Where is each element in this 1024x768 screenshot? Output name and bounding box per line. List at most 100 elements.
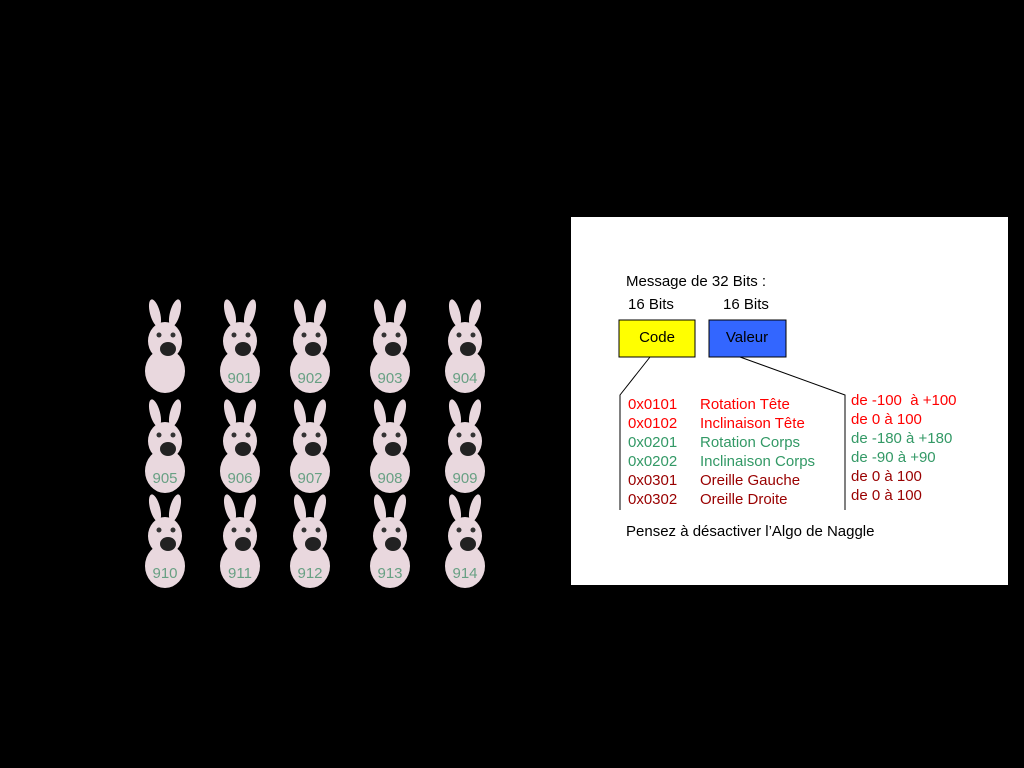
param-range: de -180 à +180 xyxy=(851,430,952,447)
eye xyxy=(301,332,307,338)
param-range: de 0 à 100 xyxy=(851,487,922,504)
value-bits: 16 Bits xyxy=(723,296,769,313)
rabbit-figure: 907 xyxy=(290,399,330,493)
eye xyxy=(170,527,176,533)
code-box xyxy=(618,319,696,358)
mouth xyxy=(305,537,321,551)
eye xyxy=(231,432,237,438)
ear xyxy=(313,299,327,327)
body xyxy=(445,544,485,588)
ear xyxy=(373,399,387,427)
eye xyxy=(381,332,387,338)
ear xyxy=(293,494,307,522)
code-box-label: Code xyxy=(639,329,675,346)
body xyxy=(445,349,485,393)
ear xyxy=(448,494,462,522)
rabbit-figure: 914 xyxy=(445,494,485,588)
figure-label: 904 xyxy=(452,370,477,387)
ear xyxy=(168,299,182,327)
body xyxy=(145,349,185,393)
eye xyxy=(381,432,387,438)
eye xyxy=(170,332,176,338)
mouth xyxy=(460,537,476,551)
ear xyxy=(223,399,237,427)
figure-label: 914 xyxy=(452,565,477,582)
ear xyxy=(373,299,387,327)
figure-label: 903 xyxy=(377,370,402,387)
eye xyxy=(231,527,237,533)
mouth xyxy=(160,442,176,456)
ear xyxy=(148,299,162,327)
eye xyxy=(395,527,401,533)
mouth xyxy=(235,342,251,356)
rabbit-figure xyxy=(145,299,185,393)
body xyxy=(290,349,330,393)
eye xyxy=(470,332,476,338)
body xyxy=(145,449,185,493)
ear xyxy=(168,399,182,427)
eye xyxy=(315,432,321,438)
param-name: Inclinaison Tête xyxy=(700,415,805,432)
param-range: de -90 à +90 xyxy=(851,449,936,466)
rabbit-figure: 912 xyxy=(290,494,330,588)
figure-label: 906 xyxy=(227,470,252,487)
eye xyxy=(456,332,462,338)
figure-label: 910 xyxy=(152,565,177,582)
figure-label: 909 xyxy=(452,470,477,487)
mouth xyxy=(235,442,251,456)
figure-label: 908 xyxy=(377,470,402,487)
param-code: 0x0102 xyxy=(628,415,677,432)
figure-label: 901 xyxy=(227,370,252,387)
ear xyxy=(148,399,162,427)
eye xyxy=(315,332,321,338)
eye xyxy=(156,332,162,338)
eye xyxy=(245,332,251,338)
rabbit-figure: 902 xyxy=(290,299,330,393)
ear xyxy=(243,299,257,327)
ear xyxy=(448,299,462,327)
ear xyxy=(243,399,257,427)
ear xyxy=(393,299,407,327)
param-range: de -100 à +100 xyxy=(851,392,957,409)
eye xyxy=(231,332,237,338)
mouth xyxy=(460,342,476,356)
eye xyxy=(245,432,251,438)
body xyxy=(370,449,410,493)
eye xyxy=(301,527,307,533)
mouth xyxy=(385,442,401,456)
param-code: 0x0201 xyxy=(628,434,677,451)
ear xyxy=(313,494,327,522)
ear xyxy=(293,299,307,327)
note: Pensez à désactiver l’Algo de Naggle xyxy=(626,523,874,540)
ear xyxy=(168,494,182,522)
ear xyxy=(313,399,327,427)
mouth xyxy=(160,537,176,551)
param-code: 0x0302 xyxy=(628,491,677,508)
body xyxy=(220,449,260,493)
eye xyxy=(456,527,462,533)
code-bracket xyxy=(619,356,651,510)
param-code: 0x0101 xyxy=(628,396,677,413)
mouth xyxy=(235,537,251,551)
eye xyxy=(245,527,251,533)
rabbit-figure: 909 xyxy=(445,399,485,493)
mouth xyxy=(385,342,401,356)
body xyxy=(445,449,485,493)
param-name: Oreille Gauche xyxy=(700,472,800,489)
eye xyxy=(395,332,401,338)
panel-title: Message de 32 Bits : xyxy=(626,273,766,290)
param-name: Oreille Droite xyxy=(700,491,788,508)
param-name: Inclinaison Corps xyxy=(700,453,815,470)
ear xyxy=(373,494,387,522)
mouth xyxy=(305,342,321,356)
eye xyxy=(456,432,462,438)
ear xyxy=(468,299,482,327)
mouth xyxy=(305,442,321,456)
figure-label: 911 xyxy=(228,565,252,582)
eye xyxy=(170,432,176,438)
rabbit-figure: 913 xyxy=(370,494,410,588)
ear xyxy=(223,494,237,522)
rabbit-figure: 911 xyxy=(220,494,260,588)
figure-label: 913 xyxy=(377,565,402,582)
